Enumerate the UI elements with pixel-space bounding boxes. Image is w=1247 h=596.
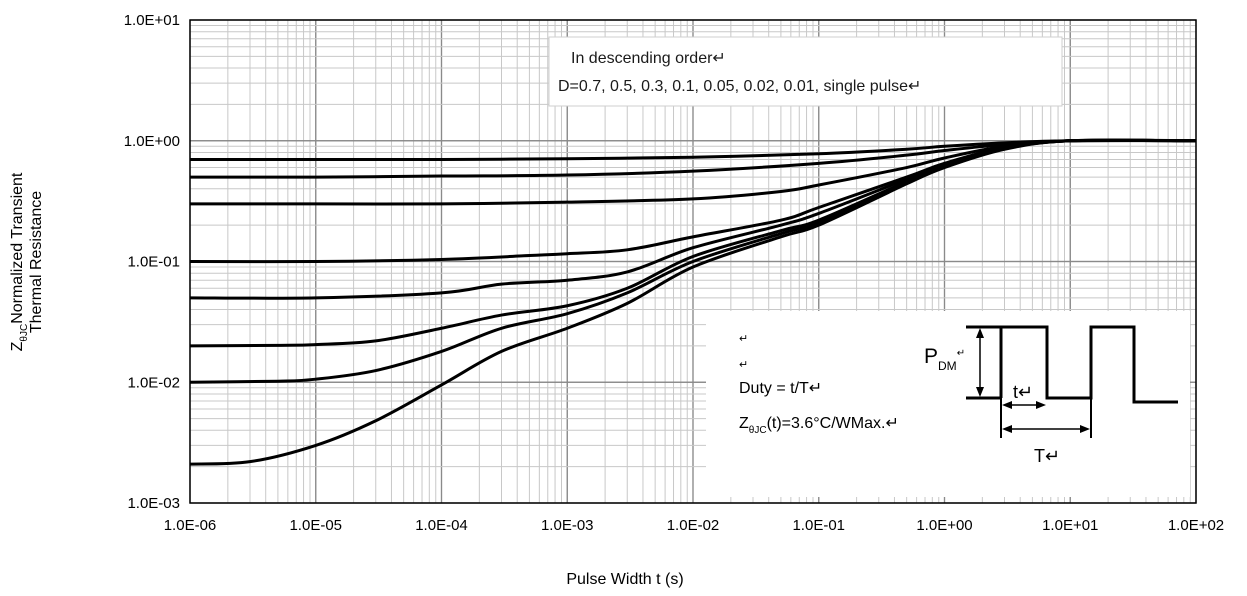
x-tick-label: 1.0E-01	[792, 517, 845, 534]
y-tick-label: 1.0E+01	[124, 12, 180, 29]
inset-z-suffix: (t)=3.6°C/WMax.↵	[767, 415, 899, 432]
inset-z-label: ZθJC(t)=3.6°C/WMax.↵	[739, 415, 899, 436]
legend-note-box	[548, 36, 1063, 107]
x-tick-label: 1.0E-04	[415, 517, 468, 534]
x-tick-label: 1.0E+00	[916, 517, 972, 534]
y-tick-label: 1.0E-03	[127, 495, 180, 512]
legend-note: In descending order↵ D=0.7, 0.5, 0.3, 0.…	[548, 36, 1063, 107]
duty-cycle-inset: ↵ ↵ Duty = t/T↵ ZθJC(t)=3.6°C/WMax.↵ PDM…	[706, 311, 1190, 497]
t-arrow-head-left	[1002, 401, 1012, 409]
inset-z-prefix: Z	[739, 415, 749, 432]
t-arrow-head-right	[1036, 401, 1046, 409]
y-axis-label: ZθJCNormalized Transient Thermal Resista…	[9, 172, 45, 351]
inset-mark-1: ↵	[739, 333, 748, 345]
y-tick-labels: 1.0E+01 1.0E+00 1.0E-01 1.0E-02 1.0E-03	[124, 12, 180, 512]
x-axis-label: Pulse Width t (s)	[566, 571, 683, 588]
t-label: t↵	[1013, 382, 1033, 402]
y-tick-label: 1.0E-01	[127, 254, 180, 271]
y-axis-label-sub: θJC	[19, 324, 30, 342]
y-tick-label: 1.0E+00	[124, 133, 180, 150]
curves	[189, 138, 1197, 466]
x-tick-label: 1.0E-02	[667, 517, 720, 534]
T-label: T↵	[1034, 446, 1060, 466]
legend-note-line1: In descending order↵	[571, 50, 726, 67]
pdm-label: PDM↵	[924, 345, 965, 373]
pdm-mark: ↵	[957, 348, 965, 359]
x-tick-labels: 1.0E-06 1.0E-05 1.0E-04 1.0E-03 1.0E-02 1.0E-…	[164, 517, 1224, 534]
y-axis-label-line1: ZθJCNormalized Transient	[9, 172, 30, 351]
pdm-arrow-head-up	[976, 328, 984, 338]
x-tick-label: 1.0E+01	[1042, 517, 1098, 534]
inset-mark-2: ↵	[739, 359, 748, 371]
y-axis-label-line2: Thermal Resistance	[28, 191, 45, 333]
pdm-arrow-head-down	[976, 387, 984, 397]
inset-duty-label: Duty = t/T↵	[739, 380, 822, 397]
x-tick-label: 1.0E-05	[289, 517, 342, 534]
T-arrow-head-left	[1002, 425, 1012, 433]
inset-box	[706, 311, 1190, 497]
curve-series-8	[189, 138, 1197, 466]
x-tick-label: 1.0E-06	[164, 517, 217, 534]
y-axis-label-prefix: Z	[9, 341, 26, 351]
y-axis-label-suffix: Normalized Transient	[9, 172, 26, 324]
y-tick-label: 1.0E-02	[127, 374, 180, 391]
x-tick-label: 1.0E+02	[1168, 517, 1224, 534]
pdm-prefix: P	[924, 345, 938, 368]
T-arrow-head-right	[1080, 425, 1090, 433]
inset-z-sub: θJC	[749, 425, 767, 436]
x-tick-label: 1.0E-03	[541, 517, 594, 534]
legend-note-line2: D=0.7, 0.5, 0.3, 0.1, 0.05, 0.02, 0.01, …	[558, 78, 921, 95]
pdm-sub: DM	[938, 359, 957, 373]
